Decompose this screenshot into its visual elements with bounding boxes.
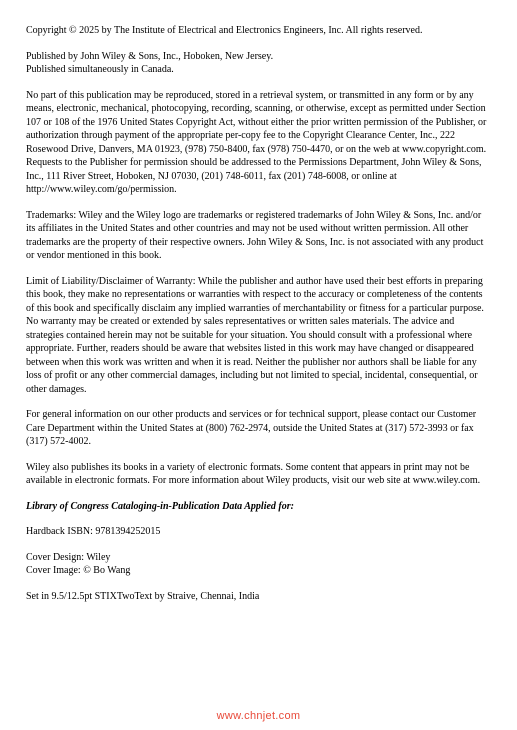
published-line-2: Published simultaneously in Canada.	[26, 63, 491, 77]
cover-image-line: Cover Image: © Bo Wang	[26, 564, 491, 578]
liability-paragraph: Limit of Liability/Disclaimer of Warrant…	[26, 275, 491, 397]
published-line-1: Published by John Wiley & Sons, Inc., Ho…	[26, 50, 491, 64]
electronic-formats-paragraph: Wiley also publishes its books in a vari…	[26, 461, 491, 488]
trademarks-paragraph: Trademarks: Wiley and the Wiley logo are…	[26, 209, 491, 263]
typeset-line: Set in 9.5/12.5pt STIXTwoText by Straive…	[26, 590, 491, 604]
watermark-text: www.chnjet.com	[217, 709, 301, 724]
loc-heading: Library of Congress Cataloging-in-Public…	[26, 500, 491, 514]
cover-design-line: Cover Design: Wiley	[26, 551, 491, 565]
isbn-line: Hardback ISBN: 9781394252015	[26, 525, 491, 539]
copyright-paragraph: Copyright © 2025 by The Institute of Ele…	[26, 24, 491, 38]
no-part-paragraph: No part of this publication may be repro…	[26, 89, 491, 197]
general-info-paragraph: For general information on our other pro…	[26, 408, 491, 449]
